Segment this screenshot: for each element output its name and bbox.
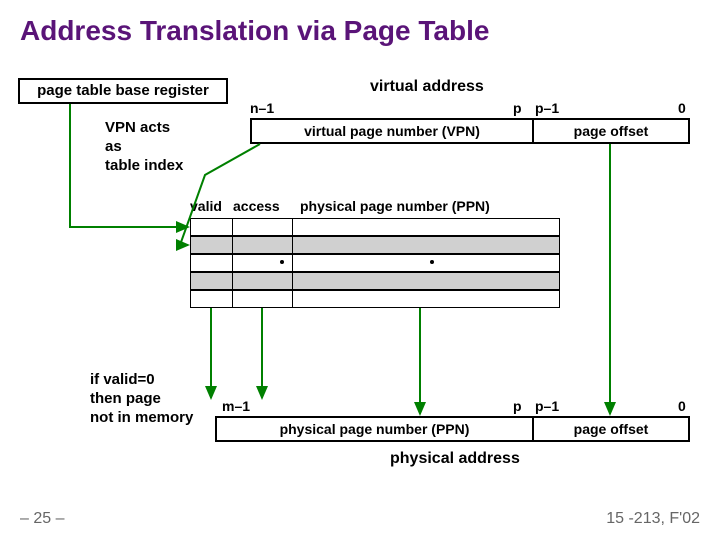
va-marker-p: p xyxy=(513,100,522,116)
table-row xyxy=(190,272,560,290)
page-title: Address Translation via Page Table xyxy=(20,15,489,47)
table-dot xyxy=(430,260,434,264)
va-marker-n1: n–1 xyxy=(250,100,274,116)
va-vpn-cell: virtual page number (VPN) xyxy=(252,120,534,142)
pa-offset-cell: page offset xyxy=(534,418,688,440)
th-access: access xyxy=(233,198,280,214)
pa-marker-m1: m–1 xyxy=(222,398,250,414)
table-row xyxy=(190,236,560,254)
va-marker-p1: p–1 xyxy=(535,100,559,116)
ptbr-box: page table base register xyxy=(18,78,228,104)
footer-course: 15 -213, F'02 xyxy=(606,510,700,528)
ptbr-label: page table base register xyxy=(37,82,209,99)
virtual-address-label: virtual address xyxy=(370,78,484,96)
pa-marker-0: 0 xyxy=(678,398,686,414)
table-row xyxy=(190,218,560,236)
physical-address-label: physical address xyxy=(390,450,520,468)
pa-marker-p1: p–1 xyxy=(535,398,559,414)
va-marker-0: 0 xyxy=(678,100,686,116)
pa-marker-p: p xyxy=(513,398,522,414)
th-valid: valid xyxy=(190,198,222,214)
va-box: virtual page number (VPN) page offset xyxy=(250,118,690,144)
vpn-acts-label: VPN acts as table index xyxy=(105,118,183,175)
va-offset-cell: page offset xyxy=(534,120,688,142)
table-row xyxy=(190,290,560,308)
if-valid-label: if valid=0 then page not in memory xyxy=(90,370,193,427)
pa-ppn-cell: physical page number (PPN) xyxy=(217,418,534,440)
th-ppn: physical page number (PPN) xyxy=(300,198,490,214)
pa-box: physical page number (PPN) page offset xyxy=(215,416,690,442)
table-row xyxy=(190,254,560,272)
table-dot xyxy=(280,260,284,264)
footer-page-num: – 25 – xyxy=(20,510,64,528)
